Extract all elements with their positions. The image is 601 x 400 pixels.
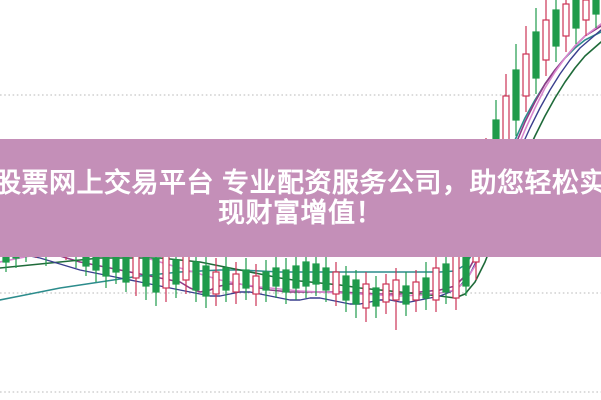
candlestick <box>272 256 280 298</box>
candlestick <box>362 272 370 322</box>
candlestick <box>282 258 290 304</box>
candlestick <box>562 0 570 52</box>
candlestick <box>172 250 180 298</box>
candlestick <box>372 276 380 318</box>
candlestick <box>532 8 540 94</box>
candlestick <box>572 0 580 44</box>
candlestick <box>542 0 550 76</box>
candlestick <box>552 0 560 62</box>
gridline-group <box>0 94 601 393</box>
candlestick <box>522 26 530 112</box>
candlestick <box>582 0 590 36</box>
candlestick <box>192 252 200 302</box>
candlestick <box>422 262 430 310</box>
candlestick <box>242 258 250 300</box>
promo-overlay-band: 股票网上交易平台 专业配资服务公司，助您轻松实 现财富增值！ <box>0 139 601 257</box>
candlestick <box>332 262 340 306</box>
candlestick <box>402 272 410 316</box>
promo-headline-line1: 股票网上交易平台 专业配资服务公司，助您轻松实 <box>0 167 601 198</box>
promo-headline-line2: 现财富增值！ <box>218 198 383 228</box>
candlestick <box>342 266 350 312</box>
candlestick <box>262 260 270 302</box>
candlestick <box>222 256 230 302</box>
candlestick <box>322 256 330 302</box>
candlestick <box>352 270 360 318</box>
candlestick <box>212 258 220 306</box>
candlestick <box>392 268 400 330</box>
candlestick <box>292 254 300 300</box>
candlestick <box>592 0 600 28</box>
candlestick <box>312 252 320 296</box>
candlestick <box>302 250 310 298</box>
candlestick <box>442 250 450 304</box>
candlestick <box>252 264 260 306</box>
candlestick <box>202 254 210 308</box>
candlestick <box>512 44 520 136</box>
candlestick <box>232 262 240 304</box>
candlestick <box>382 274 390 314</box>
candlestick <box>412 270 420 312</box>
candlestick <box>432 254 440 312</box>
